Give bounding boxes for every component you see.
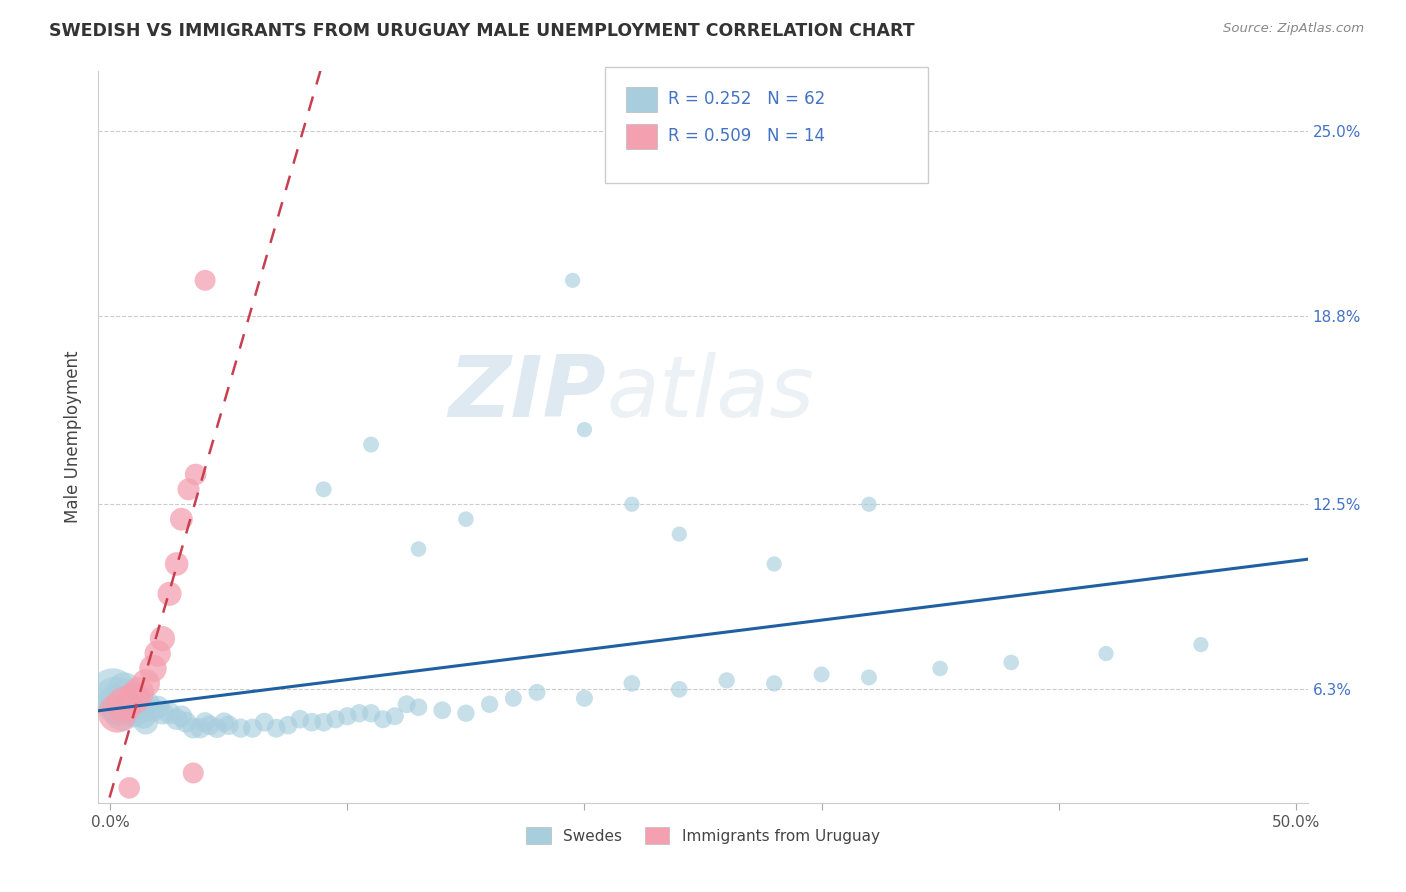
- Text: atlas: atlas: [606, 351, 814, 434]
- Point: [668, 527, 690, 541]
- Point: [1000, 656, 1022, 670]
- Point: [159, 706, 181, 721]
- Point: [253, 715, 276, 730]
- Point: [118, 780, 141, 795]
- Point: [264, 721, 287, 735]
- Point: [526, 685, 548, 699]
- Point: [159, 587, 181, 601]
- Point: [166, 712, 188, 726]
- Point: [288, 712, 311, 726]
- Point: [620, 676, 643, 690]
- Point: [108, 700, 131, 714]
- Point: [478, 698, 501, 712]
- Point: [454, 706, 477, 721]
- Point: [205, 721, 228, 735]
- Text: Source: ZipAtlas.com: Source: ZipAtlas.com: [1223, 22, 1364, 36]
- Legend: Swedes, Immigrants from Uruguay: Swedes, Immigrants from Uruguay: [520, 822, 886, 850]
- Point: [277, 718, 299, 732]
- Point: [146, 700, 169, 714]
- Point: [132, 709, 155, 723]
- Point: [122, 706, 145, 721]
- Point: [561, 273, 583, 287]
- Point: [115, 689, 138, 703]
- Point: [105, 698, 128, 712]
- Point: [198, 718, 221, 732]
- Point: [432, 703, 454, 717]
- Point: [142, 703, 165, 717]
- Point: [1189, 638, 1212, 652]
- Point: [181, 766, 204, 780]
- Point: [218, 718, 240, 732]
- Point: [312, 483, 335, 497]
- Point: [454, 512, 477, 526]
- Point: [166, 557, 188, 571]
- Point: [170, 709, 193, 723]
- Point: [574, 423, 596, 437]
- Point: [229, 721, 252, 735]
- Point: [114, 698, 136, 712]
- Point: [170, 512, 193, 526]
- Text: SWEDISH VS IMMIGRANTS FROM URUGUAY MALE UNEMPLOYMENT CORRELATION CHART: SWEDISH VS IMMIGRANTS FROM URUGUAY MALE …: [49, 22, 915, 40]
- Text: R = 0.509   N = 14: R = 0.509 N = 14: [668, 128, 825, 145]
- Point: [152, 632, 174, 646]
- Point: [194, 273, 217, 287]
- Point: [136, 698, 159, 712]
- Point: [135, 715, 157, 730]
- Text: R = 0.252   N = 62: R = 0.252 N = 62: [668, 90, 825, 108]
- Point: [128, 685, 150, 699]
- Point: [347, 706, 370, 721]
- Point: [122, 691, 145, 706]
- Point: [104, 691, 127, 706]
- Point: [620, 497, 643, 511]
- Point: [301, 715, 323, 730]
- Point: [146, 647, 169, 661]
- Point: [395, 698, 418, 712]
- Point: [105, 706, 128, 721]
- Point: [114, 682, 136, 697]
- Point: [177, 483, 200, 497]
- Point: [929, 661, 952, 675]
- Point: [190, 721, 212, 735]
- Point: [408, 700, 430, 714]
- Point: [135, 676, 157, 690]
- Point: [121, 700, 143, 714]
- Point: [716, 673, 738, 688]
- Point: [384, 709, 406, 723]
- Point: [152, 706, 174, 721]
- Point: [242, 721, 264, 735]
- Point: [360, 706, 382, 721]
- Point: [184, 467, 207, 482]
- Point: [129, 703, 152, 717]
- Point: [174, 715, 197, 730]
- Point: [125, 691, 148, 706]
- Point: [142, 661, 165, 675]
- Point: [111, 706, 134, 721]
- Point: [325, 712, 347, 726]
- Point: [858, 497, 880, 511]
- Point: [574, 691, 596, 706]
- Point: [212, 715, 235, 730]
- Point: [336, 709, 359, 723]
- Y-axis label: Male Unemployment: Male Unemployment: [65, 351, 83, 524]
- Point: [763, 676, 786, 690]
- Point: [763, 557, 786, 571]
- Point: [408, 542, 430, 557]
- Point: [312, 715, 335, 730]
- Point: [810, 667, 832, 681]
- Point: [128, 698, 150, 712]
- Point: [360, 437, 382, 451]
- Point: [181, 721, 204, 735]
- Point: [502, 691, 524, 706]
- Point: [668, 682, 690, 697]
- Point: [1095, 647, 1118, 661]
- Point: [371, 712, 394, 726]
- Point: [858, 670, 880, 684]
- Point: [101, 685, 124, 699]
- Text: ZIP: ZIP: [449, 351, 606, 434]
- Point: [118, 694, 141, 708]
- Point: [194, 715, 217, 730]
